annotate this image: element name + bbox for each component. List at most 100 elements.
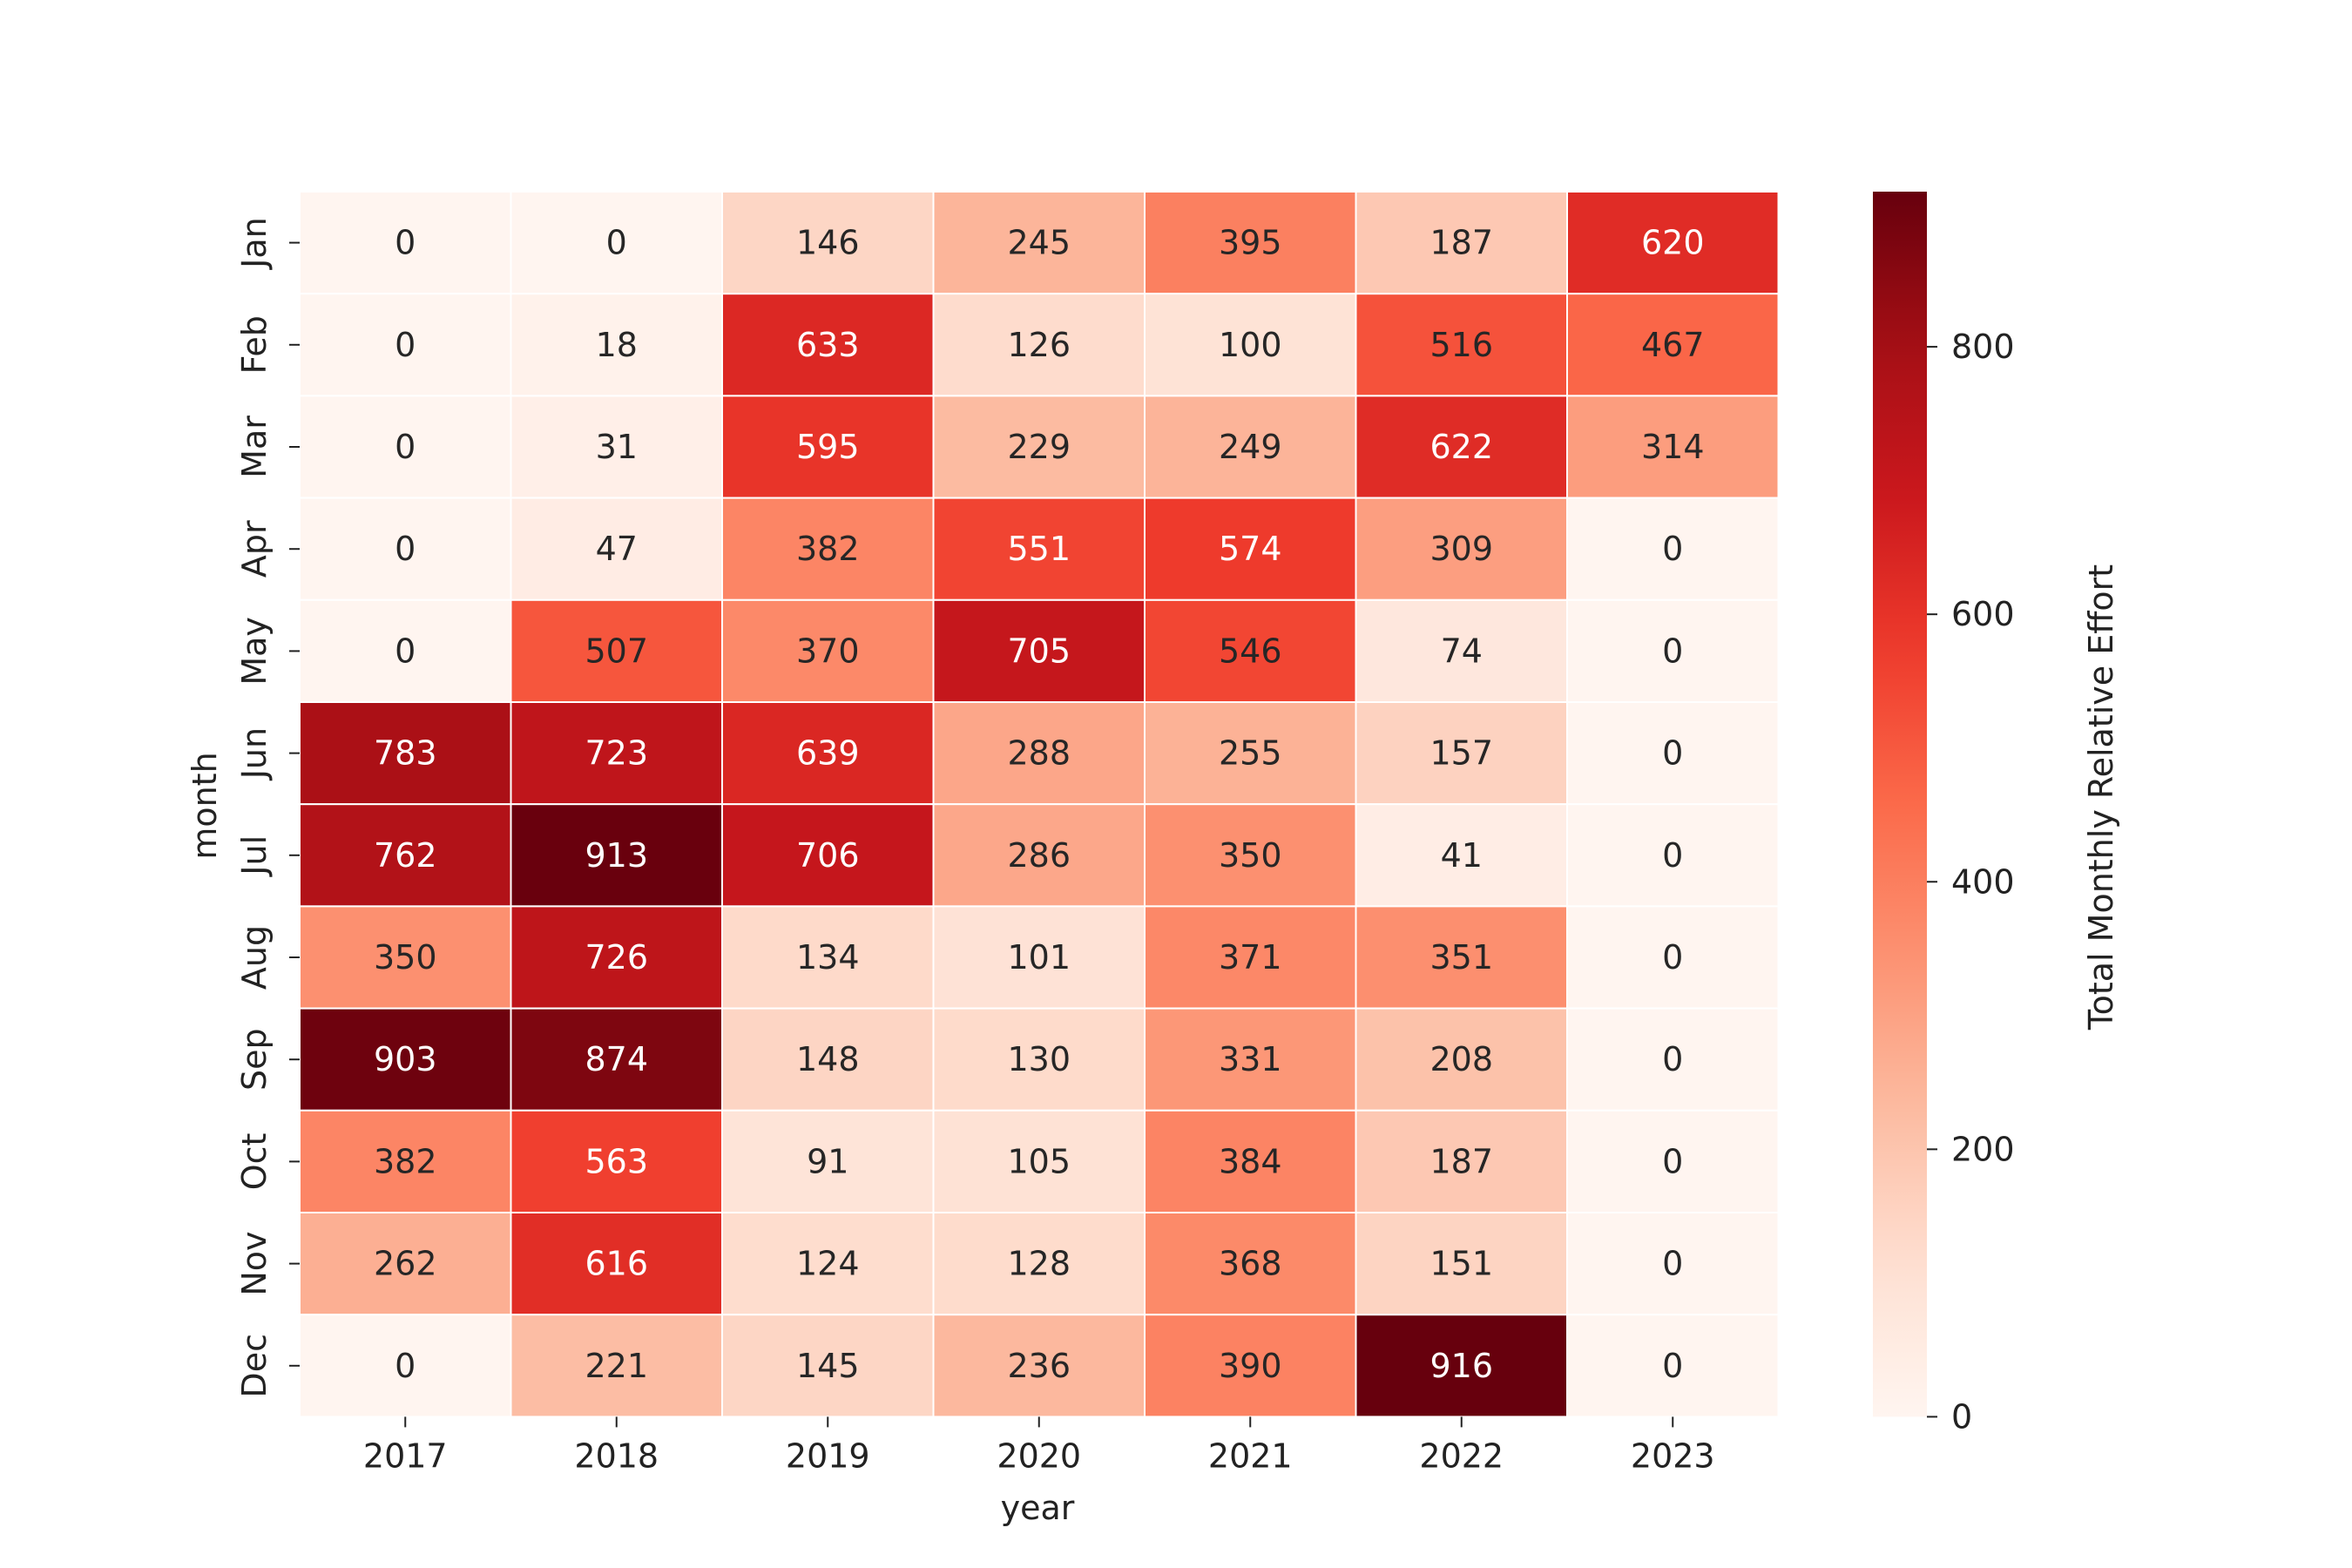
heatmap-cell-labels: 0 0 146 245 395 187 620 0 18 633 126 100 516 467 0 31 59… — [374, 224, 1705, 1385]
heatmap-cell-label: 0 — [395, 428, 416, 466]
heatmap-cell-label: 350 — [374, 938, 437, 977]
heatmap-cell-label: 467 — [1641, 326, 1705, 364]
heatmap-cell-label: 382 — [374, 1142, 437, 1180]
heatmap-cell-label: 507 — [585, 632, 648, 670]
heatmap-cell — [1566, 598, 1780, 703]
heatmap-cell — [1355, 905, 1568, 1010]
heatmap-cell-label: 208 — [1429, 1040, 1493, 1078]
heatmap-cell — [299, 497, 512, 601]
x-tick-label: 2021 — [1208, 1436, 1293, 1475]
heatmap-cell-label: 151 — [1429, 1245, 1493, 1283]
y-tick-label: Aug — [235, 925, 274, 990]
heatmap-cell — [1144, 395, 1357, 499]
heatmap-cell — [299, 1314, 512, 1418]
heatmap-cell — [721, 1007, 935, 1112]
heatmap-cell — [721, 598, 935, 703]
heatmap-cell — [1144, 701, 1357, 806]
heatmap-cell-label: 350 — [1219, 836, 1282, 875]
heatmap-cell — [1355, 293, 1568, 397]
heatmap-cell-label: 0 — [1662, 1040, 1683, 1078]
x-tick-label: 2022 — [1419, 1436, 1504, 1475]
x-tick-label: 2018 — [574, 1436, 659, 1475]
heatmap-cell-label: 0 — [1662, 632, 1683, 670]
heatmap-cell — [932, 191, 1146, 295]
heatmap-cell — [932, 1212, 1146, 1316]
heatmap-cell-label: 0 — [1662, 836, 1683, 875]
heatmap-cell-label: 255 — [1219, 734, 1282, 773]
heatmap-cell-label: 0 — [395, 224, 416, 262]
x-axis-title: year — [1001, 1489, 1075, 1527]
heatmap-cell-label: 0 — [1662, 938, 1683, 977]
heatmap-cell-label: 128 — [1007, 1245, 1071, 1283]
colorbar-gradient — [1873, 192, 1927, 1417]
y-tick-label: Jun — [235, 727, 274, 781]
heatmap-cell — [299, 905, 512, 1010]
x-tick-label: 2023 — [1631, 1436, 1715, 1475]
heatmap-cell-label: 145 — [796, 1347, 860, 1385]
heatmap-cell-label: 0 — [395, 530, 416, 568]
heatmap-cell-label: 100 — [1219, 326, 1282, 364]
heatmap-cell-label: 331 — [1219, 1040, 1282, 1078]
heatmap-cell — [1355, 1314, 1568, 1418]
colorbar-tick-label: 400 — [1951, 862, 2015, 901]
heatmap-cell — [721, 395, 935, 499]
heatmap-cell — [299, 701, 512, 806]
heatmap-cell — [1355, 497, 1568, 601]
heatmap-cell-label: 0 — [1662, 734, 1683, 773]
heatmap-cell-label: 245 — [1007, 224, 1071, 262]
x-tick-label: 2019 — [786, 1436, 870, 1475]
heatmap-cell — [1355, 1109, 1568, 1214]
heatmap-cell-label: 105 — [1007, 1142, 1071, 1180]
heatmap-cell — [510, 1314, 723, 1418]
heatmap-cell-label: 639 — [796, 734, 860, 773]
y-tick-label: May — [235, 617, 274, 686]
heatmap-cell-label: 0 — [606, 224, 627, 262]
heatmap-cell — [1144, 803, 1357, 908]
heatmap-cell-label: 633 — [796, 326, 860, 364]
heatmap-cell-label: 47 — [596, 530, 638, 568]
x-axis: 2017 2018 2019 2020 2021 2022 2023 — [363, 1416, 1715, 1475]
heatmap-cell-label: 395 — [1219, 224, 1282, 262]
heatmap-cell-label: 595 — [796, 428, 860, 466]
heatmap-cell-label: 31 — [596, 428, 638, 466]
heatmap-cell-label: 516 — [1429, 326, 1493, 364]
y-tick-label: Sep — [235, 1028, 274, 1091]
heatmap-cell — [932, 395, 1146, 499]
y-tick-label: Feb — [235, 315, 274, 374]
heatmap-cell-label: 371 — [1219, 938, 1282, 977]
heatmap-cell-label: 309 — [1429, 530, 1493, 568]
heatmap-cell-label: 101 — [1007, 938, 1071, 977]
y-tick-label: Jul — [235, 835, 274, 877]
heatmap-cell — [1144, 1212, 1357, 1316]
heatmap-cell — [1355, 1212, 1568, 1316]
heatmap-cell — [932, 905, 1146, 1010]
heatmap-cell — [932, 701, 1146, 806]
heatmap-cell-label: 0 — [395, 326, 416, 364]
heatmap-cell — [1566, 1212, 1780, 1316]
heatmap-cell-label: 384 — [1219, 1142, 1282, 1180]
heatmap-cell-label: 706 — [796, 836, 860, 875]
heatmap-cell-label: 229 — [1007, 428, 1071, 466]
heatmap-cell-label: 563 — [585, 1142, 648, 1180]
heatmap-cell — [1566, 701, 1780, 806]
colorbar-tick-label: 800 — [1951, 328, 2015, 366]
x-tick-label: 2020 — [997, 1436, 1081, 1475]
heatmap-cell-label: 783 — [374, 734, 437, 773]
heatmap-cell-label: 286 — [1007, 836, 1071, 875]
heatmap-cell-label: 622 — [1429, 428, 1493, 466]
heatmap-cell-label: 370 — [796, 632, 860, 670]
heatmap-cell-label: 221 — [585, 1347, 648, 1385]
heatmap-cell — [1566, 497, 1780, 601]
heatmap-cell — [1566, 1109, 1780, 1214]
heatmap-cell — [721, 1212, 935, 1316]
heatmap-cell-label: 382 — [796, 530, 860, 568]
y-tick-label: Oct — [235, 1133, 274, 1191]
heatmap-cell-label: 726 — [585, 938, 648, 977]
heatmap-cell — [932, 497, 1146, 601]
y-tick-label: Apr — [235, 520, 274, 578]
heatmap-cell — [721, 701, 935, 806]
heatmap-cell-label: 903 — [374, 1040, 437, 1078]
heatmap-cell-label: 351 — [1429, 938, 1493, 977]
heatmap-cells — [299, 191, 1780, 1418]
